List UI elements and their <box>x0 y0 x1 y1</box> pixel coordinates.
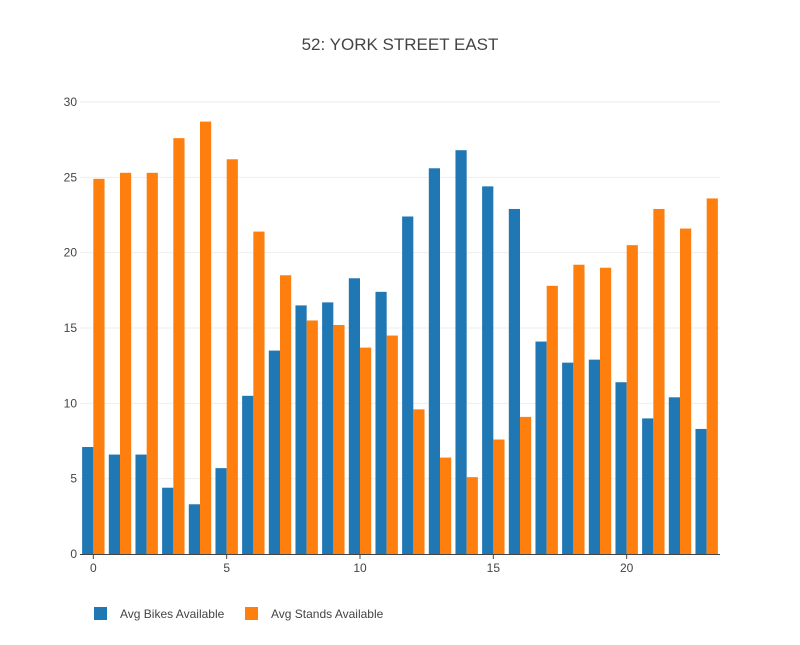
y-tick-label: 10 <box>64 396 78 410</box>
bar-stands-18[interactable] <box>573 264 585 554</box>
bar-stands-17[interactable] <box>546 285 558 554</box>
bar-bikes-6[interactable] <box>242 395 254 554</box>
bar-stands-9[interactable] <box>333 324 345 554</box>
bar-bikes-21[interactable] <box>642 418 654 554</box>
x-tick-label: 5 <box>223 561 230 575</box>
bar-stands-5[interactable] <box>226 159 238 554</box>
bar-stands-8[interactable] <box>306 320 318 554</box>
x-tick-label: 10 <box>353 561 367 575</box>
bar-bikes-10[interactable] <box>348 278 360 554</box>
bar-bikes-23[interactable] <box>695 428 707 554</box>
bar-bikes-3[interactable] <box>162 487 174 554</box>
bar-stands-12[interactable] <box>413 409 425 554</box>
bar-bikes-1[interactable] <box>108 454 120 554</box>
bar-stands-7[interactable] <box>280 275 292 554</box>
bar-stands-11[interactable] <box>386 335 398 554</box>
bar-bikes-0[interactable] <box>82 447 94 554</box>
bar-bikes-5[interactable] <box>215 468 227 554</box>
axes: 0 5 10 15 20 25 30 0 5 10 15 20 <box>64 95 720 575</box>
x-tick-label: 20 <box>620 561 634 575</box>
bar-bikes-7[interactable] <box>268 350 280 554</box>
bar-bikes-15[interactable] <box>482 186 494 554</box>
bar-bikes-22[interactable] <box>668 397 680 554</box>
bar-bikes-16[interactable] <box>508 208 520 554</box>
bar-bikes-14[interactable] <box>455 150 467 555</box>
legend[interactable]: Avg Bikes Available Avg Stands Available <box>94 607 384 621</box>
bar-stands-4[interactable] <box>200 121 212 554</box>
y-tick-label: 30 <box>64 95 78 109</box>
bar-bikes-11[interactable] <box>375 291 387 554</box>
bar-stands-14[interactable] <box>466 477 478 554</box>
bar-bikes-13[interactable] <box>428 168 440 554</box>
y-tick-label: 0 <box>70 547 77 561</box>
bar-bikes-18[interactable] <box>562 362 574 554</box>
legend-swatch <box>245 607 258 620</box>
bar-stands-20[interactable] <box>626 245 638 554</box>
bar-bikes-19[interactable] <box>588 359 600 554</box>
legend-item-stands[interactable]: Avg Stands Available <box>245 607 384 621</box>
bar-stands-6[interactable] <box>253 231 265 554</box>
bar-stands-16[interactable] <box>520 416 532 554</box>
bar-stands-21[interactable] <box>653 208 665 554</box>
y-tick-label: 20 <box>64 246 78 260</box>
legend-label: Avg Stands Available <box>271 607 384 621</box>
bar-stands-0[interactable] <box>93 178 105 554</box>
y-tick-label: 15 <box>64 321 78 335</box>
bar-stands-1[interactable] <box>120 172 132 554</box>
bar-stands-22[interactable] <box>680 228 692 554</box>
bar-bikes-20[interactable] <box>615 382 627 554</box>
bar-stands-19[interactable] <box>600 267 612 554</box>
chart-title: 52: YORK STREET EAST <box>302 35 499 54</box>
bar-stands-2[interactable] <box>146 172 158 554</box>
legend-label: Avg Bikes Available <box>120 607 225 621</box>
bar-stands-3[interactable] <box>173 138 185 554</box>
legend-item-bikes[interactable]: Avg Bikes Available <box>94 607 225 621</box>
y-tick-label: 5 <box>70 472 77 486</box>
bar-bikes-17[interactable] <box>535 341 547 554</box>
x-tick-label: 15 <box>487 561 501 575</box>
y-tick-label: 25 <box>64 170 78 184</box>
bar-stands-15[interactable] <box>493 439 505 554</box>
legend-swatch <box>94 607 107 620</box>
x-tick-label: 0 <box>90 561 97 575</box>
bar-bikes-4[interactable] <box>188 504 200 554</box>
bar-stands-10[interactable] <box>360 347 372 554</box>
bar-bikes-12[interactable] <box>402 216 414 555</box>
bar-bikes-8[interactable] <box>295 305 307 554</box>
bars <box>82 121 718 555</box>
bar-bikes-9[interactable] <box>322 302 334 554</box>
grid-lines <box>80 101 720 480</box>
bar-stands-23[interactable] <box>706 198 718 554</box>
bar-stands-13[interactable] <box>440 457 452 554</box>
bar-bikes-2[interactable] <box>135 454 147 554</box>
